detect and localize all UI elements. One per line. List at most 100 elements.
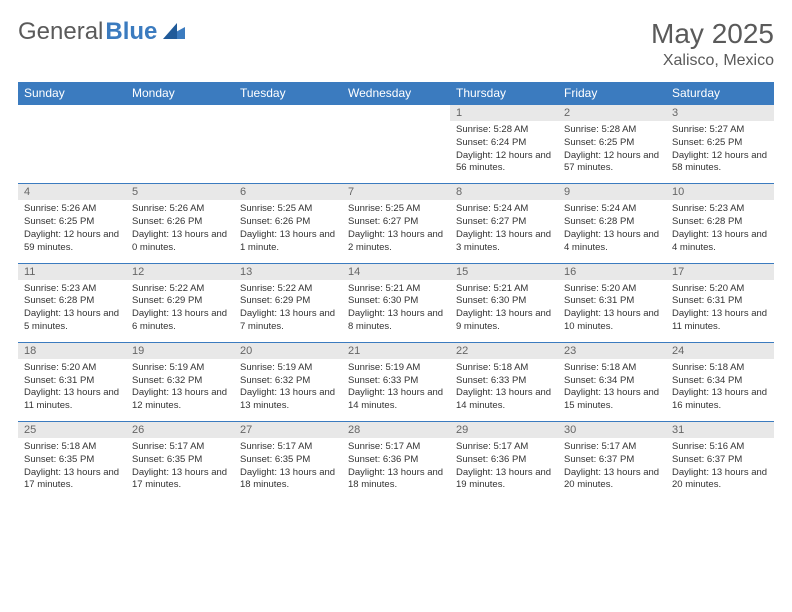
day-line: Sunset: 6:30 PM [348, 295, 444, 308]
day-line: Daylight: 13 hours and 17 minutes. [132, 467, 228, 493]
day-line: Sunrise: 5:23 AM [672, 203, 768, 216]
day-number: 1 [450, 105, 558, 121]
day-header: Tuesday [234, 82, 342, 105]
day-line: Sunrise: 5:21 AM [456, 283, 552, 296]
calendar-cell [126, 105, 234, 184]
calendar-cell: 25Sunrise: 5:18 AMSunset: 6:35 PMDayligh… [18, 422, 126, 501]
calendar-cell [342, 105, 450, 184]
day-line: Sunrise: 5:19 AM [132, 362, 228, 375]
day-number: 22 [450, 343, 558, 359]
day-line: Daylight: 13 hours and 18 minutes. [240, 467, 336, 493]
logo-text-blue: Blue [105, 18, 157, 46]
day-line: Sunset: 6:25 PM [24, 216, 120, 229]
day-body: Sunrise: 5:26 AMSunset: 6:25 PMDaylight:… [18, 200, 126, 262]
calendar-cell: 24Sunrise: 5:18 AMSunset: 6:34 PMDayligh… [666, 342, 774, 421]
day-line: Sunrise: 5:17 AM [348, 441, 444, 454]
day-line: Sunrise: 5:20 AM [564, 283, 660, 296]
day-line: Sunrise: 5:25 AM [240, 203, 336, 216]
day-line: Daylight: 13 hours and 17 minutes. [24, 467, 120, 493]
day-body: Sunrise: 5:24 AMSunset: 6:27 PMDaylight:… [450, 200, 558, 262]
day-line: Daylight: 12 hours and 56 minutes. [456, 150, 552, 176]
day-line: Sunset: 6:34 PM [672, 375, 768, 388]
day-number: 2 [558, 105, 666, 121]
day-body [18, 121, 126, 132]
calendar-cell: 4Sunrise: 5:26 AMSunset: 6:25 PMDaylight… [18, 184, 126, 263]
day-line: Sunrise: 5:19 AM [240, 362, 336, 375]
day-line: Sunrise: 5:17 AM [456, 441, 552, 454]
day-line: Daylight: 13 hours and 1 minute. [240, 229, 336, 255]
day-number: 14 [342, 264, 450, 280]
day-line: Sunrise: 5:18 AM [672, 362, 768, 375]
day-line: Daylight: 13 hours and 0 minutes. [132, 229, 228, 255]
day-line: Daylight: 13 hours and 13 minutes. [240, 387, 336, 413]
day-body: Sunrise: 5:22 AMSunset: 6:29 PMDaylight:… [234, 280, 342, 342]
calendar-cell: 13Sunrise: 5:22 AMSunset: 6:29 PMDayligh… [234, 263, 342, 342]
day-line: Daylight: 13 hours and 8 minutes. [348, 308, 444, 334]
day-line: Sunrise: 5:22 AM [240, 283, 336, 296]
day-line: Sunrise: 5:24 AM [564, 203, 660, 216]
calendar-cell: 20Sunrise: 5:19 AMSunset: 6:32 PMDayligh… [234, 342, 342, 421]
day-body: Sunrise: 5:20 AMSunset: 6:31 PMDaylight:… [558, 280, 666, 342]
day-body: Sunrise: 5:25 AMSunset: 6:27 PMDaylight:… [342, 200, 450, 262]
day-line: Sunrise: 5:19 AM [348, 362, 444, 375]
day-line: Daylight: 13 hours and 15 minutes. [564, 387, 660, 413]
day-number: 4 [18, 184, 126, 200]
day-body: Sunrise: 5:21 AMSunset: 6:30 PMDaylight:… [342, 280, 450, 342]
day-line: Daylight: 13 hours and 6 minutes. [132, 308, 228, 334]
day-line: Sunset: 6:35 PM [24, 454, 120, 467]
day-line: Sunset: 6:35 PM [240, 454, 336, 467]
day-body: Sunrise: 5:18 AMSunset: 6:33 PMDaylight:… [450, 359, 558, 421]
day-number: 16 [558, 264, 666, 280]
day-number: 23 [558, 343, 666, 359]
day-line: Daylight: 13 hours and 3 minutes. [456, 229, 552, 255]
day-line: Sunset: 6:29 PM [240, 295, 336, 308]
calendar-row: 1Sunrise: 5:28 AMSunset: 6:24 PMDaylight… [18, 105, 774, 184]
day-body: Sunrise: 5:28 AMSunset: 6:25 PMDaylight:… [558, 121, 666, 183]
day-number [342, 105, 450, 121]
day-number: 12 [126, 264, 234, 280]
day-line: Daylight: 13 hours and 5 minutes. [24, 308, 120, 334]
calendar-cell: 31Sunrise: 5:16 AMSunset: 6:37 PMDayligh… [666, 422, 774, 501]
day-line: Sunrise: 5:22 AM [132, 283, 228, 296]
day-line: Sunset: 6:37 PM [672, 454, 768, 467]
day-header: Sunday [18, 82, 126, 105]
day-body: Sunrise: 5:16 AMSunset: 6:37 PMDaylight:… [666, 438, 774, 500]
calendar-cell: 29Sunrise: 5:17 AMSunset: 6:36 PMDayligh… [450, 422, 558, 501]
day-body: Sunrise: 5:19 AMSunset: 6:33 PMDaylight:… [342, 359, 450, 421]
calendar-cell: 14Sunrise: 5:21 AMSunset: 6:30 PMDayligh… [342, 263, 450, 342]
day-line: Sunset: 6:33 PM [348, 375, 444, 388]
day-line: Sunset: 6:36 PM [348, 454, 444, 467]
calendar-cell: 1Sunrise: 5:28 AMSunset: 6:24 PMDaylight… [450, 105, 558, 184]
calendar-cell: 30Sunrise: 5:17 AMSunset: 6:37 PMDayligh… [558, 422, 666, 501]
calendar-head: SundayMondayTuesdayWednesdayThursdayFrid… [18, 82, 774, 105]
day-line: Sunrise: 5:17 AM [132, 441, 228, 454]
calendar-cell: 10Sunrise: 5:23 AMSunset: 6:28 PMDayligh… [666, 184, 774, 263]
calendar: SundayMondayTuesdayWednesdayThursdayFrid… [18, 82, 774, 500]
day-number: 21 [342, 343, 450, 359]
day-body: Sunrise: 5:17 AMSunset: 6:36 PMDaylight:… [450, 438, 558, 500]
day-body [126, 121, 234, 132]
day-number: 13 [234, 264, 342, 280]
location: Xalisco, Mexico [651, 52, 774, 70]
day-line: Daylight: 13 hours and 12 minutes. [132, 387, 228, 413]
calendar-cell: 8Sunrise: 5:24 AMSunset: 6:27 PMDaylight… [450, 184, 558, 263]
day-line: Sunset: 6:27 PM [348, 216, 444, 229]
day-line: Daylight: 13 hours and 4 minutes. [564, 229, 660, 255]
day-header: Wednesday [342, 82, 450, 105]
calendar-cell: 21Sunrise: 5:19 AMSunset: 6:33 PMDayligh… [342, 342, 450, 421]
day-line: Daylight: 13 hours and 20 minutes. [564, 467, 660, 493]
day-body: Sunrise: 5:24 AMSunset: 6:28 PMDaylight:… [558, 200, 666, 262]
calendar-cell: 27Sunrise: 5:17 AMSunset: 6:35 PMDayligh… [234, 422, 342, 501]
title-block: May 2025 Xalisco, Mexico [651, 18, 774, 70]
day-line: Daylight: 13 hours and 11 minutes. [672, 308, 768, 334]
day-line: Sunset: 6:24 PM [456, 137, 552, 150]
day-line: Sunrise: 5:27 AM [672, 124, 768, 137]
day-line: Sunrise: 5:28 AM [564, 124, 660, 137]
day-line: Sunrise: 5:25 AM [348, 203, 444, 216]
day-body: Sunrise: 5:23 AMSunset: 6:28 PMDaylight:… [18, 280, 126, 342]
day-line: Daylight: 12 hours and 58 minutes. [672, 150, 768, 176]
calendar-cell: 6Sunrise: 5:25 AMSunset: 6:26 PMDaylight… [234, 184, 342, 263]
day-body: Sunrise: 5:26 AMSunset: 6:26 PMDaylight:… [126, 200, 234, 262]
day-number: 15 [450, 264, 558, 280]
day-line: Daylight: 13 hours and 14 minutes. [348, 387, 444, 413]
